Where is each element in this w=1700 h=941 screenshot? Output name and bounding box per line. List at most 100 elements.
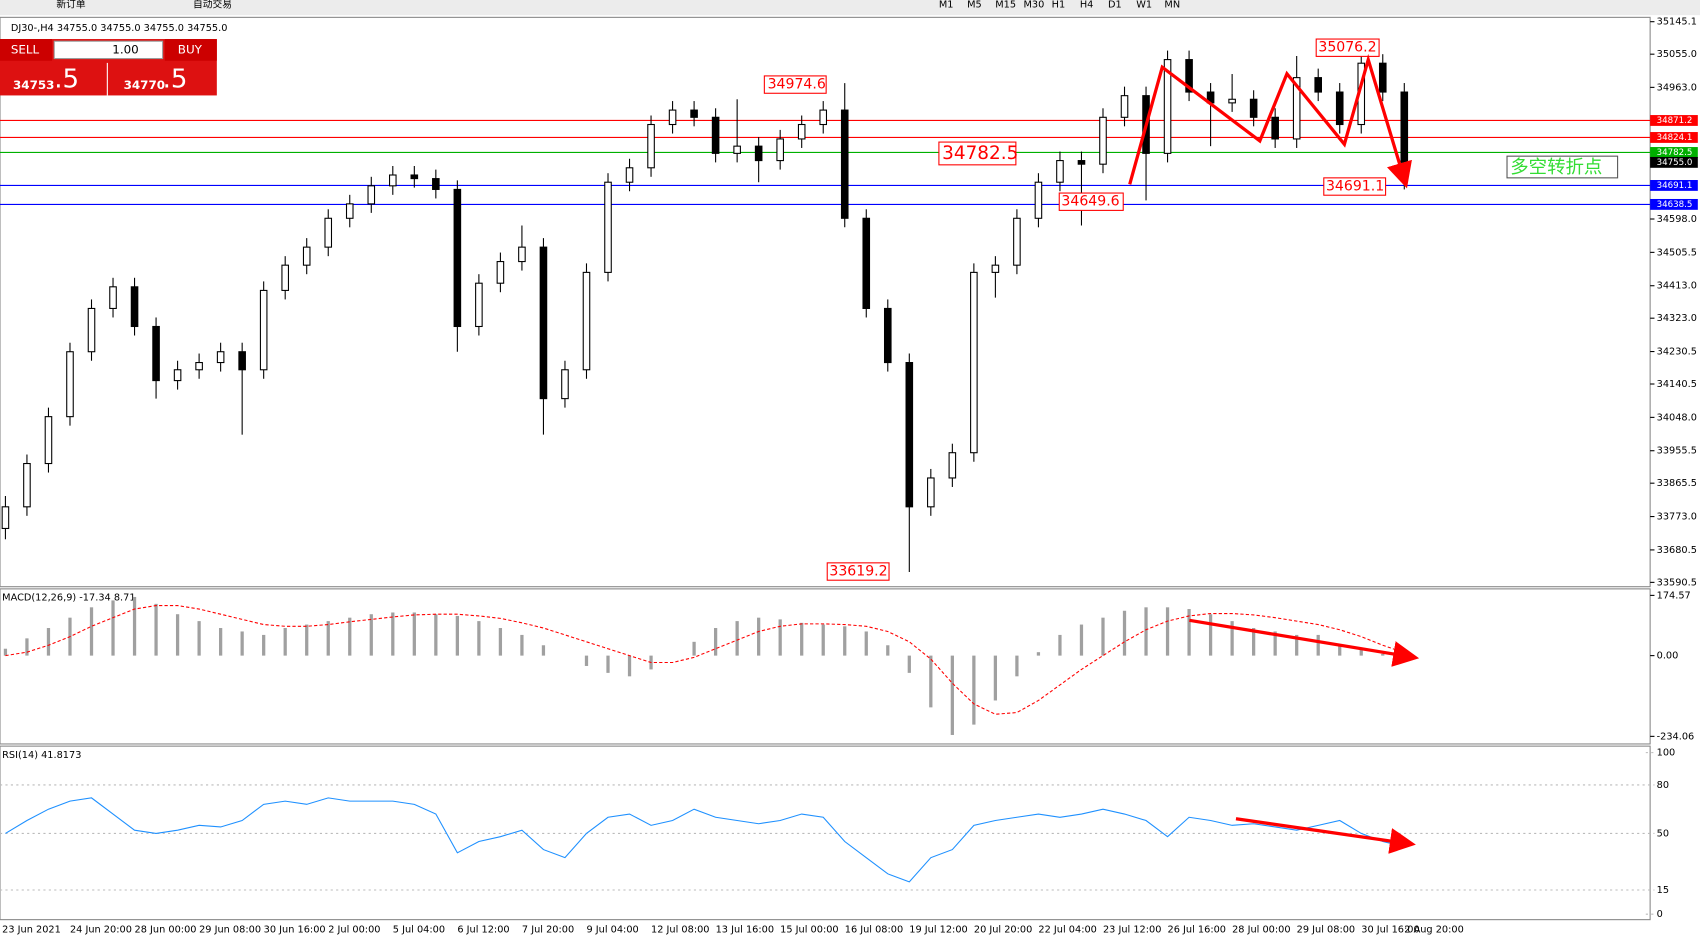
candle-body xyxy=(1013,217,1021,266)
timeframe[interactable]: D1 xyxy=(1108,0,1122,10)
candle-body xyxy=(1335,91,1344,126)
x-tick-label: 15 Jul 00:00 xyxy=(780,924,838,935)
annotations: 34974.6 34782.5 35076.2 34649.6 34691.1 … xyxy=(763,38,1619,581)
macd-bar xyxy=(713,628,718,656)
level-label-bg xyxy=(1650,147,1698,158)
candle-body xyxy=(668,109,677,126)
ask-fraction[interactable]: .5 xyxy=(163,65,188,95)
timeframe[interactable]: M30 xyxy=(1023,0,1044,10)
x-tick-label: 29 Jun 08:00 xyxy=(199,924,261,935)
lot-value: 1.00 xyxy=(112,42,139,56)
x-tick-label: 2 Jul 00:00 xyxy=(328,924,380,935)
annotation-box xyxy=(1315,38,1380,57)
macd-bar xyxy=(627,655,632,677)
timeframe[interactable]: H1 xyxy=(1052,0,1066,10)
macd-bar xyxy=(1079,624,1084,656)
macd-bar xyxy=(175,614,180,656)
candle-body xyxy=(518,246,526,263)
macd-bar xyxy=(498,628,503,656)
x-tick-label: 30 Jun 16:00 xyxy=(264,924,326,935)
rsi-line xyxy=(5,797,1405,883)
candle-body xyxy=(302,246,311,266)
timeframe[interactable]: M15 xyxy=(995,0,1016,10)
macd-title: MACD(12,26,9) -17.34 8.71 xyxy=(2,593,135,604)
lot-input[interactable] xyxy=(53,40,164,60)
macd-bar xyxy=(1359,648,1363,656)
candle-body xyxy=(776,138,784,162)
candle-body xyxy=(44,416,53,465)
candle-body xyxy=(475,282,483,328)
macd-bar xyxy=(1295,634,1299,656)
toolbar-button[interactable]: 新订单 xyxy=(56,0,85,10)
candle-body xyxy=(195,362,203,371)
candle-body xyxy=(647,123,655,169)
macd-bar xyxy=(3,648,8,656)
candle-body xyxy=(948,452,957,479)
macd-bar xyxy=(692,641,696,656)
candle-body xyxy=(711,116,720,154)
timeframe[interactable]: W1 xyxy=(1136,0,1152,10)
candle-body xyxy=(453,188,462,328)
candle-body xyxy=(582,271,591,371)
x-tick-label: 16 Jul 08:00 xyxy=(845,924,903,935)
y-tick-label: 33590.5 xyxy=(1657,577,1697,588)
bid-price[interactable]: 34753 xyxy=(13,78,54,92)
timeframe[interactable]: MN xyxy=(1164,0,1180,10)
y-tick-label: 0 xyxy=(1657,909,1663,920)
candle-body xyxy=(927,477,935,508)
bid-fraction[interactable]: .5 xyxy=(54,65,79,95)
candle-body xyxy=(625,167,634,183)
macd-bar xyxy=(520,634,524,656)
candle-body xyxy=(130,286,139,328)
x-tick-label: 20 Jul 20:00 xyxy=(974,924,1032,935)
macd-bar xyxy=(1015,655,1019,677)
timeframe[interactable]: H4 xyxy=(1080,0,1094,10)
macd-bar xyxy=(262,634,266,656)
candle-body xyxy=(604,181,612,273)
macd-bar xyxy=(240,631,244,656)
x-tick-label: 30 Jul 16:00 xyxy=(1361,924,1419,935)
candle-body xyxy=(905,362,914,508)
candle-body xyxy=(1056,160,1064,183)
sell-button[interactable] xyxy=(0,39,53,61)
macd-bar xyxy=(1208,614,1213,656)
y-tick-label: -234.06 xyxy=(1657,731,1695,742)
y-tick-label: 34048.0 xyxy=(1657,412,1697,423)
macd-bar xyxy=(778,619,782,656)
candle-body xyxy=(733,145,741,154)
x-tick-label: 9 Jul 04:00 xyxy=(586,924,638,935)
macd-bar xyxy=(132,596,137,656)
macd-bar xyxy=(305,624,309,656)
macd-panel xyxy=(0,588,1651,745)
timeframe[interactable]: M1 xyxy=(939,0,954,10)
x-tick-label: 12 Jul 08:00 xyxy=(651,924,709,935)
buy-button[interactable] xyxy=(164,39,217,61)
x-tick-label: 22 Jul 04:00 xyxy=(1038,924,1096,935)
trade-panel: SELL 1.00 BUY 34753 .5 34770 .5 xyxy=(0,39,217,96)
macd-bar xyxy=(757,617,761,656)
candle-body xyxy=(432,178,440,190)
toolbar-button[interactable]: 自动交易 xyxy=(193,0,232,10)
macd-bar xyxy=(1101,617,1105,656)
timeframe[interactable]: M5 xyxy=(967,0,982,10)
candle-body xyxy=(109,286,117,309)
sell-label[interactable]: SELL xyxy=(11,42,40,56)
macd-bar xyxy=(864,631,868,656)
candle-body xyxy=(410,174,419,180)
buy-label[interactable]: BUY xyxy=(178,42,203,56)
y-tick-label: 35145.1 xyxy=(1657,17,1697,28)
x-tick-label: 6 Jul 12:00 xyxy=(457,924,509,935)
candle-body xyxy=(1,506,10,529)
candle-body xyxy=(1378,62,1387,93)
macd-bar xyxy=(584,655,589,666)
toolbar xyxy=(0,0,1700,16)
annotation-box xyxy=(763,75,827,94)
level-label: 34824.1 xyxy=(1657,133,1693,143)
candle-body xyxy=(173,369,182,382)
ask-price[interactable]: 34770 xyxy=(124,78,165,92)
trend-arrow xyxy=(1128,53,1412,189)
x-tick-label: 19 Jul 12:00 xyxy=(909,924,967,935)
level-label-bg xyxy=(1650,180,1698,191)
y-tick-label: 34598.0 xyxy=(1657,214,1697,225)
macd-arrow xyxy=(1189,618,1420,667)
